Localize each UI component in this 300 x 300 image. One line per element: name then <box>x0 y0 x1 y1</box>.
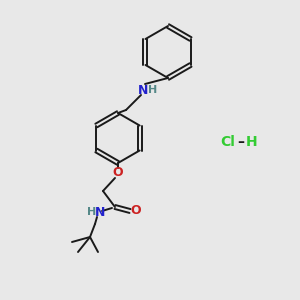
Text: Cl: Cl <box>220 135 236 149</box>
Text: H: H <box>246 135 258 149</box>
Text: N: N <box>138 83 148 97</box>
Text: H: H <box>87 207 97 217</box>
Text: O: O <box>113 167 123 179</box>
Text: O: O <box>131 205 141 218</box>
Text: N: N <box>95 206 105 218</box>
Text: –: – <box>238 135 244 149</box>
Text: H: H <box>148 85 158 95</box>
